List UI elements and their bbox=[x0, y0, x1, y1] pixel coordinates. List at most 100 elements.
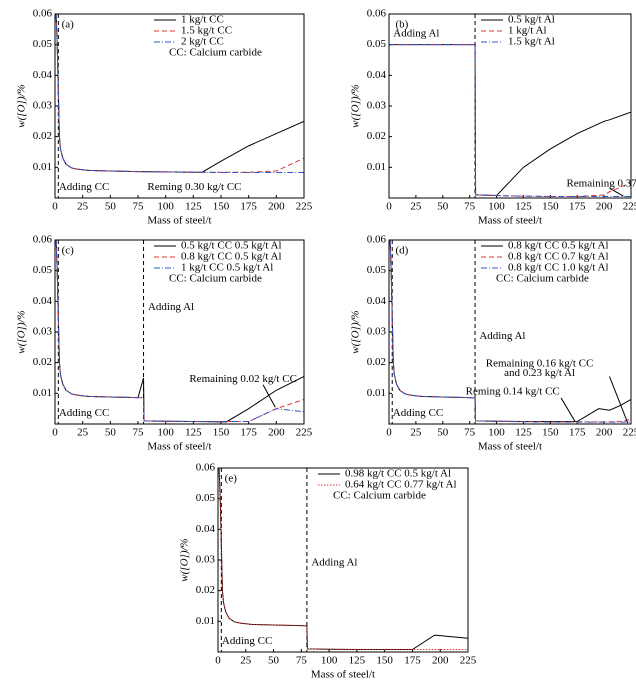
y-tick-label: 0.03 bbox=[196, 554, 216, 566]
annotation: Adding CC bbox=[393, 407, 443, 419]
x-tick-label: 200 bbox=[268, 427, 285, 439]
x-tick-label: 50 bbox=[437, 201, 449, 213]
y-tick-label: 0.01 bbox=[367, 161, 386, 173]
y-tick-label: 0.05 bbox=[367, 264, 387, 276]
y-tick-label: 0.02 bbox=[196, 584, 215, 596]
legend-label: 1 kg/t CC bbox=[181, 14, 224, 26]
plot-frame bbox=[217, 467, 469, 653]
x-tick-label: 50 bbox=[437, 427, 449, 439]
x-tick-label: 175 bbox=[569, 427, 586, 439]
y-tick-label: 0.04 bbox=[367, 295, 387, 307]
annotation: Adding CC bbox=[222, 635, 272, 647]
x-tick-label: 75 bbox=[296, 655, 308, 667]
x-tick-label: 225 bbox=[460, 655, 477, 667]
x-tick-label: 0 bbox=[52, 201, 58, 213]
x-axis-title: Mass of steel/t bbox=[478, 441, 542, 453]
y-tick-label: 0.02 bbox=[33, 356, 52, 368]
annotation: Adding Al bbox=[479, 330, 525, 342]
y-tick-label: 0.03 bbox=[33, 100, 53, 112]
x-tick-label: 125 bbox=[515, 427, 532, 439]
annotation: Remaining 0.02 kg/t CC bbox=[189, 373, 297, 385]
legend-label: 0.8 kg/t CC 0.7 kg/t Al bbox=[508, 251, 609, 263]
annotation: Remaining 0.16 kg/t CC bbox=[486, 358, 594, 370]
y-axis-title: w([O])/% bbox=[16, 310, 28, 353]
x-tick-label: 175 bbox=[240, 427, 257, 439]
y-tick-label: 0.05 bbox=[33, 38, 53, 50]
y-tick-label: 0.04 bbox=[196, 523, 216, 535]
x-tick-label: 150 bbox=[376, 655, 393, 667]
x-tick-label: 0 bbox=[215, 655, 221, 667]
chart-panel: 0 25 50 75 100 125 150 175 200 225 0.01 0.02 0.03 0.0… bbox=[16, 234, 313, 453]
annotation: Reming 0.30 kg/t CC bbox=[147, 181, 241, 193]
x-tick-label: 200 bbox=[596, 201, 613, 213]
legend-label: 0.98 kg/t CC 0.5 kg/t Al bbox=[345, 468, 451, 480]
x-tick-label: 100 bbox=[157, 427, 174, 439]
y-tick-label: 0.01 bbox=[33, 387, 52, 399]
legend-label: 1.5 kg/t CC bbox=[181, 25, 232, 37]
y-axis-title: w([O])/% bbox=[179, 538, 191, 581]
y-axis-title: w([O])/% bbox=[350, 310, 362, 353]
annotation: Adding Al bbox=[148, 301, 194, 313]
x-tick-label: 125 bbox=[185, 427, 202, 439]
x-tick-label: 100 bbox=[157, 201, 174, 213]
y-axis-title: w([O])/% bbox=[350, 84, 362, 127]
plot-lines bbox=[218, 468, 468, 651]
x-tick-label: 0 bbox=[52, 427, 58, 439]
plot-lines bbox=[389, 240, 631, 423]
x-tick-label: 25 bbox=[77, 427, 89, 439]
annotation: Reming 0.14 kg/t CC bbox=[466, 385, 560, 397]
annotation: CC: Calcium carbide bbox=[333, 490, 426, 502]
annotation: (a) bbox=[62, 18, 75, 30]
y-tick-label: 0.04 bbox=[33, 295, 53, 307]
data-line bbox=[55, 14, 304, 174]
data-line bbox=[55, 240, 304, 423]
x-tick-label: 0 bbox=[386, 427, 392, 439]
y-axis-title: w([O])/% bbox=[16, 84, 28, 127]
annotation-arrow bbox=[262, 384, 276, 408]
x-tick-label: 225 bbox=[296, 201, 313, 213]
x-tick-label: 100 bbox=[488, 427, 505, 439]
annotation-arrow bbox=[609, 376, 629, 424]
x-tick-label: 100 bbox=[488, 201, 505, 213]
y-tick-label: 0.02 bbox=[33, 130, 52, 142]
x-axis-title: Mass of steel/t bbox=[478, 215, 542, 227]
x-tick-label: 175 bbox=[569, 201, 586, 213]
x-tick-label: 150 bbox=[542, 427, 559, 439]
x-tick-label: 225 bbox=[623, 201, 636, 213]
legend-label: 0.8 kg/t CC 0.5 kg/t Al bbox=[508, 240, 609, 252]
x-axis-title: Mass of steel/t bbox=[147, 215, 211, 227]
legend-label: 1.5 kg/t Al bbox=[508, 36, 555, 48]
x-tick-label: 100 bbox=[321, 655, 338, 667]
x-tick-label: 75 bbox=[133, 201, 145, 213]
x-tick-label: 75 bbox=[464, 427, 476, 439]
x-tick-label: 75 bbox=[464, 201, 476, 213]
y-tick-label: 0.05 bbox=[196, 492, 216, 504]
chart-panel: 0 25 50 75 100 125 150 175 200 225 0.01 0.02 0.03 0.0… bbox=[16, 8, 313, 227]
x-tick-label: 125 bbox=[185, 201, 202, 213]
annotation: (e) bbox=[225, 472, 238, 484]
x-tick-label: 50 bbox=[268, 655, 280, 667]
y-tick-label: 0.04 bbox=[367, 69, 387, 81]
y-tick-label: 0.06 bbox=[196, 462, 216, 474]
legend-label: 2 kg/t CC bbox=[181, 36, 224, 48]
y-tick-label: 0.06 bbox=[33, 8, 53, 20]
x-tick-label: 150 bbox=[542, 201, 559, 213]
plot-lines bbox=[55, 240, 304, 423]
x-tick-label: 125 bbox=[515, 201, 532, 213]
y-tick-label: 0.06 bbox=[367, 234, 387, 246]
annotation: CC: Calcium carbide bbox=[169, 273, 262, 285]
legend-label: 0.8 kg/t CC 0.5 kg/t Al bbox=[181, 251, 282, 263]
plot-frame bbox=[54, 13, 305, 199]
x-tick-label: 25 bbox=[410, 201, 422, 213]
y-tick-label: 0.02 bbox=[367, 356, 386, 368]
annotation: Adding CC bbox=[59, 181, 109, 193]
x-tick-label: 75 bbox=[133, 427, 145, 439]
x-tick-label: 225 bbox=[623, 427, 636, 439]
plot-frame bbox=[388, 13, 632, 199]
y-tick-label: 0.03 bbox=[367, 326, 387, 338]
annotation: Remaining 0.37 kg/t Al bbox=[566, 178, 636, 190]
plot-frame bbox=[388, 239, 632, 425]
x-tick-label: 25 bbox=[240, 655, 252, 667]
x-tick-label: 175 bbox=[404, 655, 421, 667]
data-line bbox=[389, 44, 631, 197]
